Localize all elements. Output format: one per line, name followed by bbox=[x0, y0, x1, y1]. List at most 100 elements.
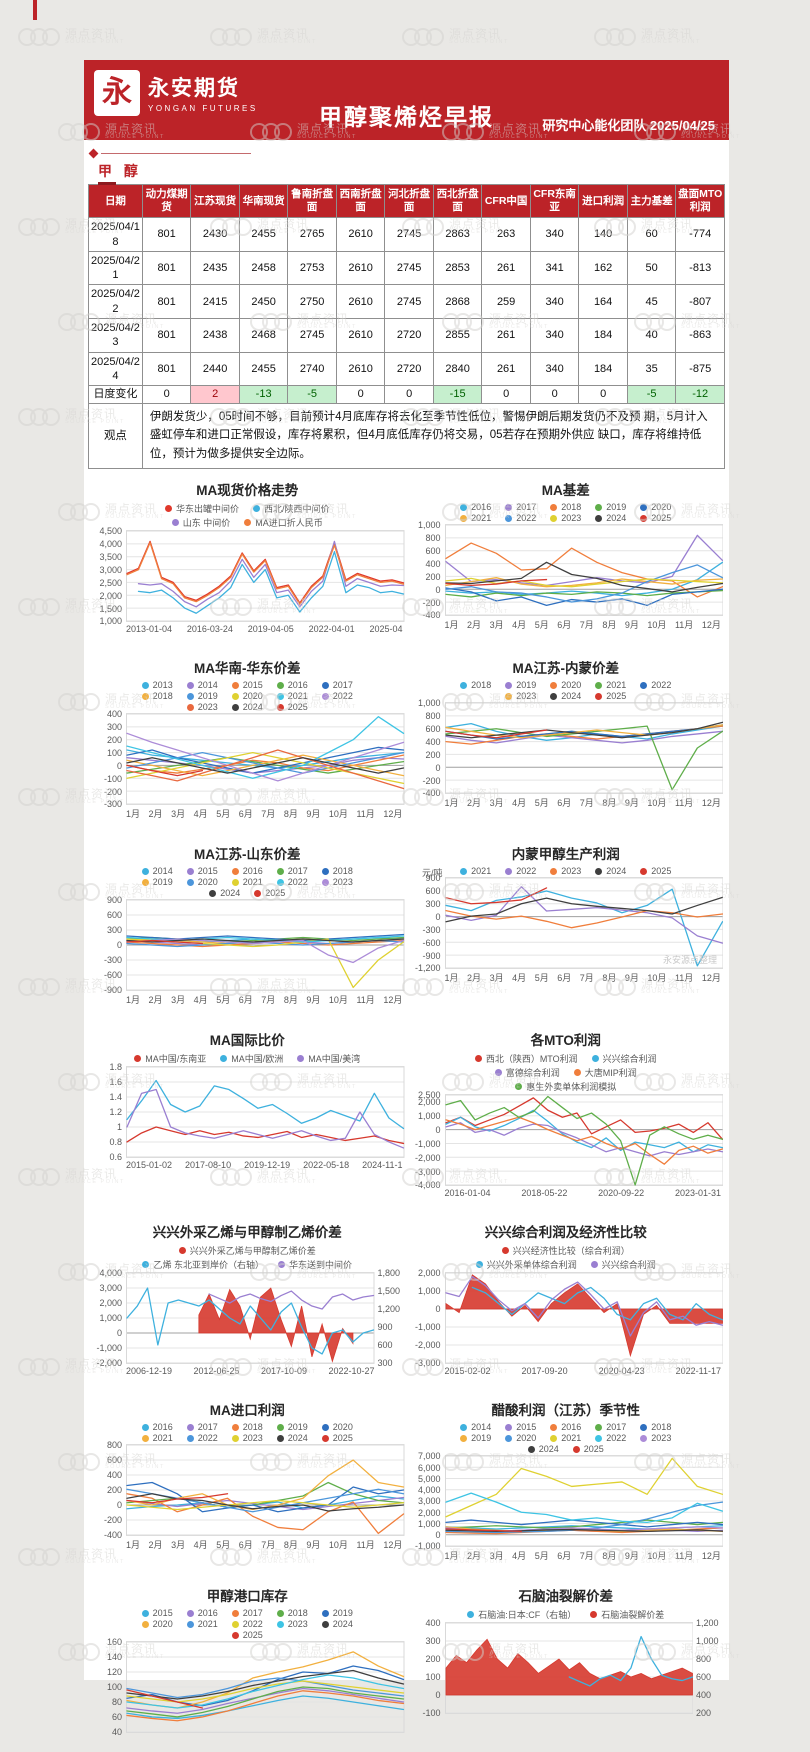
y-axis: 4,500 4,000 3,500 3,000 2,500 2,000 1,500 1,000 bbox=[90, 526, 126, 626]
change-cell: 0 bbox=[384, 385, 434, 404]
date-cell: 2025/04/21 bbox=[88, 250, 143, 286]
legend-label: MA进口折人民币 bbox=[255, 518, 323, 529]
y-axis-right: 1,800 1,500 1,200 900 600 300 bbox=[375, 1268, 405, 1368]
y-tick-label: 120 bbox=[106, 1667, 122, 1678]
legend-label: 2015 bbox=[197, 866, 218, 877]
legend-dot-icon bbox=[186, 1609, 194, 1617]
legend-label: 石脑油裂解价差 bbox=[601, 1610, 665, 1621]
value-cell: 40 bbox=[626, 318, 677, 353]
value-cell: 259 bbox=[481, 284, 531, 320]
legend-dot-icon bbox=[595, 692, 603, 700]
watermark-circles-icon bbox=[30, 1358, 48, 1376]
watermark-circles-icon bbox=[42, 788, 60, 806]
watermark-circles-icon bbox=[18, 408, 36, 426]
legend-row: 2021 2022 2023 2024 2025 bbox=[409, 513, 724, 523]
watermark-text: 源点资讯 SOURCE POINT bbox=[65, 28, 125, 46]
y-tick-label-right: 600 bbox=[696, 1672, 712, 1683]
plot-area: 永安源点整理 bbox=[444, 877, 723, 970]
plot-svg bbox=[126, 1444, 405, 1537]
legend-row: 兴兴外采单体综合利润 兴兴综合利润 bbox=[409, 1258, 724, 1271]
legend-dot-icon bbox=[276, 878, 284, 886]
legend-row: 2014 2015 2016 2017 2018 bbox=[409, 1422, 724, 1432]
value-cell: 340 bbox=[529, 351, 580, 387]
x-tick-label: 6月 bbox=[557, 973, 572, 984]
value-cell: 2610 bbox=[335, 217, 386, 252]
legend-dot-icon bbox=[141, 1423, 149, 1431]
legend-row: 2023 2024 2025 bbox=[409, 691, 724, 701]
plot-svg bbox=[444, 877, 723, 970]
y-tick-label: -900 bbox=[422, 950, 441, 961]
report-page: 永 永安期货 YONGAN FUTURES 甲醇聚烯烃早报 研究中心能化团队 2… bbox=[84, 60, 729, 1737]
chart-body: 1.8 1.6 1.4 1.2 1 0.8 0.6 bbox=[90, 1062, 405, 1162]
chart-title: MA基差 bbox=[541, 483, 590, 499]
legend-item: 2024 bbox=[550, 691, 581, 701]
chart-legend: 2014 2015 2016 2017 2018 2019 2020 2021 2022 2023… bbox=[90, 866, 405, 898]
legend-item: 2021 bbox=[231, 877, 263, 887]
legend-label: 2020 bbox=[242, 691, 263, 702]
legend-item: 华东出罐中间价 bbox=[164, 502, 239, 515]
legend-dot-icon bbox=[321, 1609, 329, 1617]
legend-item: 2024 bbox=[231, 702, 263, 712]
chart-title: 甲醇港口库存 bbox=[206, 1589, 288, 1605]
change-cell: -12 bbox=[675, 385, 725, 404]
plot-svg bbox=[126, 1066, 405, 1159]
legend-label: 2024 bbox=[561, 691, 582, 702]
legend-label: 2017 bbox=[242, 1608, 263, 1619]
legend-item: 2018 bbox=[550, 502, 581, 512]
legend-dot-icon bbox=[276, 1423, 284, 1431]
legend-item: 2023 bbox=[505, 691, 536, 701]
legend-item: 2019 bbox=[460, 1433, 491, 1443]
watermark-circles-icon bbox=[42, 1548, 60, 1566]
legend-row: 石脑油:日本:CF（右轴） 石脑油裂解价差 bbox=[409, 1608, 724, 1621]
value-cell: 60 bbox=[626, 217, 677, 252]
value-cell: 2853 bbox=[432, 250, 483, 286]
y-tick-label: -1,200 bbox=[414, 963, 441, 974]
legend-item: 2022 bbox=[186, 1433, 218, 1443]
x-tick-label: 11月 bbox=[356, 995, 375, 1006]
watermark-circles-icon bbox=[58, 313, 76, 331]
legend-item: 石脑油:日本:CF（右轴） bbox=[467, 1608, 576, 1621]
x-tick-label: 5月 bbox=[216, 995, 231, 1006]
legend-label: 2025 bbox=[287, 702, 308, 713]
y-tick-label: 100 bbox=[425, 1672, 441, 1683]
legend-label: 2015 bbox=[242, 680, 263, 691]
change-cell: -15 bbox=[432, 385, 483, 404]
x-tick-label: 6月 bbox=[557, 798, 572, 809]
x-tick-label: 12月 bbox=[701, 973, 721, 984]
x-axis: 2006-12-19 2012-06-25 2017-10-09 2022-10-27 bbox=[126, 1364, 375, 1376]
legend-dot-icon bbox=[321, 681, 329, 689]
value-cell: 162 bbox=[578, 250, 628, 286]
legend-dot-icon bbox=[505, 514, 513, 522]
legend-label: 2018 bbox=[152, 691, 173, 702]
y-tick-label: -900 bbox=[103, 985, 122, 996]
watermark-text-en: SOURCE POINT bbox=[449, 39, 509, 46]
plot-svg bbox=[444, 1272, 723, 1365]
legend-item: 2022 bbox=[276, 877, 308, 887]
watermark-text-cn: 源点资讯 bbox=[641, 27, 694, 42]
watermark-circles-icon bbox=[42, 598, 60, 616]
legend-dot-icon bbox=[550, 514, 558, 522]
legend-item: 2023 bbox=[231, 1433, 263, 1443]
x-tick-label: 7月 bbox=[579, 620, 594, 631]
x-tick-label: 3月 bbox=[489, 620, 504, 631]
watermark-circles-icon bbox=[18, 1358, 36, 1376]
legend-item: 富德综合利润 bbox=[494, 1066, 560, 1079]
y-tick-label: 2,000 bbox=[99, 590, 122, 601]
x-tick-label: 8月 bbox=[602, 973, 617, 984]
watermark-circles-icon bbox=[30, 408, 48, 426]
y-tick-label: 3,000 bbox=[417, 1496, 441, 1507]
legend-row: 西北（陕西）MTO利润 兴兴综合利润 bbox=[409, 1052, 724, 1065]
y-tick-label: -4,000 bbox=[414, 1180, 441, 1191]
plot-area bbox=[444, 1455, 723, 1548]
legend-dot-icon bbox=[321, 1620, 329, 1628]
y-tick-label: 3,000 bbox=[99, 1283, 122, 1294]
legend-row: 2021 2022 2023 2024 2025 bbox=[409, 866, 724, 876]
y-tick-label: 1.2 bbox=[109, 1107, 122, 1118]
legend-item: 2019 bbox=[505, 680, 536, 690]
y-tick-label: -200 bbox=[103, 1515, 122, 1526]
y-tick-label: 0 bbox=[435, 584, 441, 595]
x-tick-label: 7月 bbox=[261, 995, 276, 1006]
legend-row: 2018 2019 2020 2021 2022 bbox=[409, 680, 724, 690]
legend-dot-icon bbox=[186, 692, 194, 700]
legend-item: 2024 bbox=[209, 888, 240, 898]
